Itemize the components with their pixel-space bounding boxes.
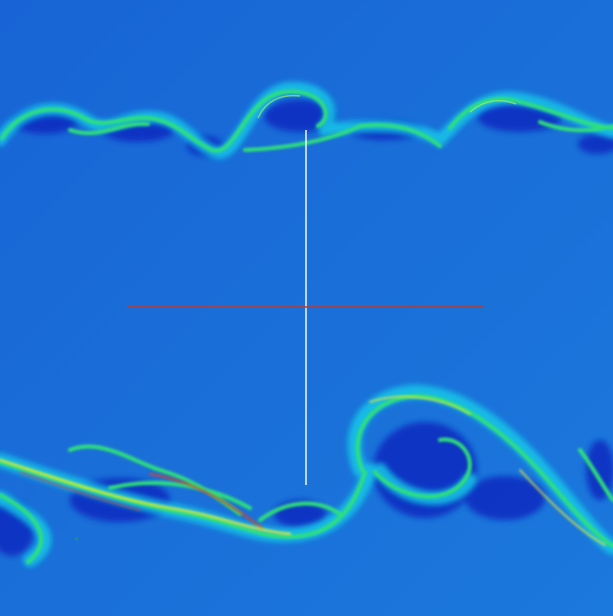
marker-point [75,537,78,540]
upper-shear-layer [0,81,613,159]
lower-shear-layer [0,384,613,567]
